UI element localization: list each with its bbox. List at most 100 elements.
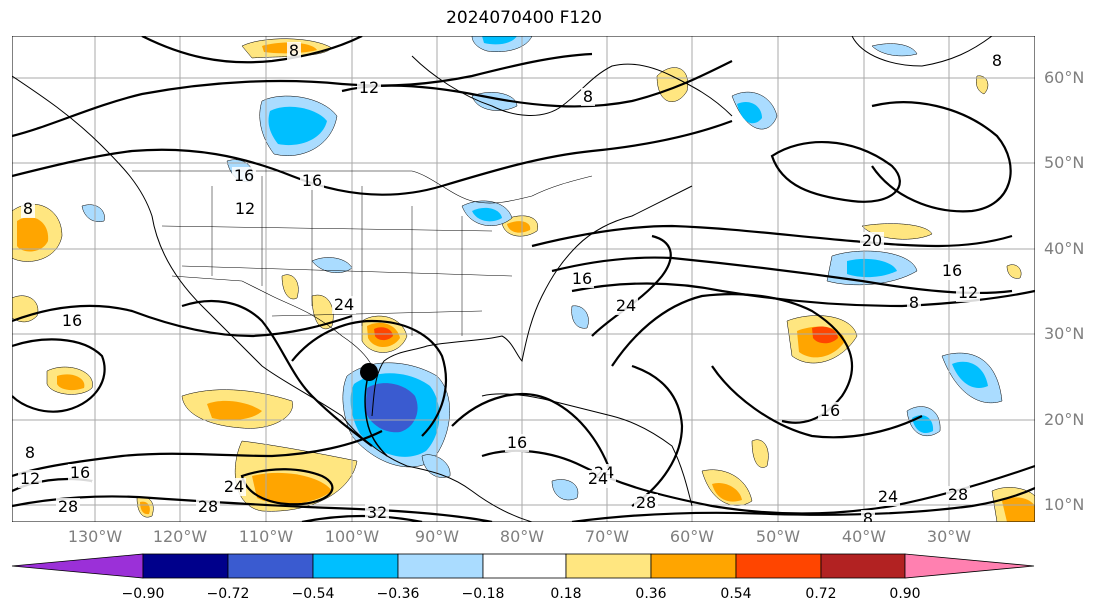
contour-label-background [60,312,84,330]
contour-label: 24 [878,487,898,506]
contour-line [591,234,672,337]
contour-label-background [570,270,594,288]
contour-label-background [300,172,324,190]
contour-label: 20 [862,231,882,250]
contour-label-background [818,402,842,420]
negative-region [551,479,579,501]
contour-label-background [581,88,595,106]
positive-region [57,374,85,391]
contour-line [12,119,733,196]
contour-line [12,338,106,413]
negative-region [421,454,451,478]
coastline-north-america-west [12,75,533,522]
contour-label-background [634,494,658,512]
contour-label: 16 [507,433,527,452]
colorbar-tick-label: −0.36 [376,586,420,602]
contour-label: 32 [367,503,387,522]
contour-label: 16 [942,261,962,280]
contour-label-background [940,262,964,280]
contour-label: 24 [334,295,354,314]
lat-label: 10°N [1044,495,1085,514]
contour-label: 12 [359,78,379,97]
contour-line [481,449,1035,515]
colorbar-segment [482,553,567,579]
contour-label-background [505,434,529,452]
colorbar-tick-label: −0.18 [461,586,505,602]
contour-line [451,393,614,477]
contour-label-background [861,510,875,522]
colorbar-segment [142,553,229,579]
map-panel: 8 12 8 8 8 16 16 12 20 16 12 8 16 24 16 24 16 24 12 8 28 24 28… [12,36,1035,522]
contour-labels: 8 12 8 8 8 16 16 12 20 16 12 8 16 24 16 24 16 24 12 8 28 24 28… [18,41,1004,522]
contour-label-background [365,504,389,522]
positive-region [507,221,531,233]
contour-label: 8 [863,509,873,522]
contour-label: 16 [234,166,254,185]
colorbar-segment [650,553,737,579]
positive-region [812,326,838,344]
positive-region [252,472,332,505]
colorbar-segment [312,553,399,579]
positive-region [17,217,49,252]
positive-region [712,482,742,502]
lat-label: 60°N [1044,68,1085,87]
lon-label: 60°W [669,527,715,546]
contour-label-background [614,297,638,315]
lon-label: 90°W [414,527,460,546]
contour-line [240,468,334,506]
colorbar-segments [11,553,1035,579]
positive-region [656,67,689,102]
lat-label: 40°N [1044,239,1085,258]
contour-label-background [68,464,92,482]
contour-line [181,299,373,447]
contour-label-background [18,470,42,488]
contour-label-background [860,232,884,250]
lon-label: 70°W [584,527,630,546]
lon-label: 50°W [755,527,801,546]
storm-track [360,363,388,457]
contour-label-background [990,52,1004,70]
contour-label: 16 [820,401,840,420]
map-title: 2024070400 F120 [446,8,602,28]
lon-label: 30°W [926,527,972,546]
contour-label: 8 [289,41,299,60]
contour-label: 8 [25,443,35,462]
colorbar-segment [820,553,906,579]
storm-position-marker [360,363,378,381]
contour-label-background [946,486,970,504]
contour-label-background [233,200,257,218]
coastline-greenland [851,36,993,67]
negative-region [871,43,918,57]
contour-label-background [956,284,980,302]
contour-line [711,365,923,439]
colorbar-tick-label: −0.54 [291,586,335,602]
contour-line [291,319,447,437]
lat-label: 50°N [1044,153,1085,172]
contour-label: 16 [62,311,82,330]
lon-label: 100°W [324,527,380,546]
negative-region [81,204,105,222]
positive-region [976,75,989,95]
colorbar-tick-label: 0.18 [550,586,582,602]
contour-label: 28 [58,497,78,516]
negative-region [737,101,762,124]
negative-region [482,36,517,45]
contour-label: 16 [572,269,592,288]
positive-region [1002,497,1035,522]
coastline-caribbean [481,393,693,507]
positive-region [281,274,299,300]
contour-label: 12 [235,199,255,218]
contour-label-background [222,478,246,496]
contour-label: 8 [992,51,1002,70]
positive-region [207,400,262,421]
colorbar-tick-label: 0.54 [720,586,752,602]
contour-line [871,101,1012,213]
colorbar-tick-label: −0.90 [121,586,165,602]
contour-label-background [357,79,381,97]
contour-label: 8 [23,199,33,218]
lon-label: 120°W [152,527,208,546]
contour-label: 12 [20,469,40,488]
contour-line [341,60,733,108]
contour-label: 16 [302,171,322,190]
contour-line [12,430,383,478]
